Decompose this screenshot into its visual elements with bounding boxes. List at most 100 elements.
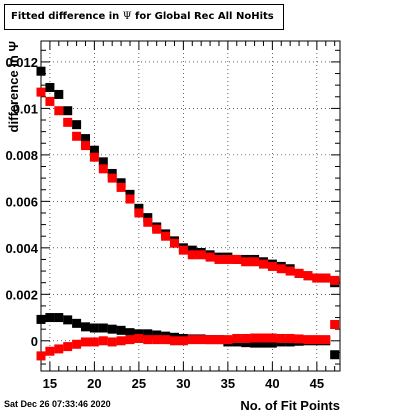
y-tick-label: 0.008 — [5, 148, 38, 163]
data-point-series-1 — [187, 245, 197, 255]
data-point-series-4 — [258, 333, 268, 343]
x-tick-label: 20 — [87, 376, 101, 391]
data-point-series-1 — [134, 203, 144, 213]
data-point-series-2 — [89, 152, 99, 162]
psi-symbol: Ψ — [122, 11, 132, 22]
data-point-series-2 — [196, 250, 206, 260]
y-tick-label: 0.006 — [5, 194, 38, 209]
data-point-series-2 — [223, 254, 233, 264]
data-point-series-3 — [125, 328, 135, 338]
data-point-series-3 — [36, 314, 46, 324]
data-point-series-3 — [45, 313, 55, 323]
data-point-series-2 — [63, 117, 73, 127]
data-point-series-4 — [54, 344, 64, 354]
data-point-series-2 — [143, 217, 153, 227]
data-point-series-1 — [36, 66, 46, 76]
data-point-series-4 — [63, 342, 73, 352]
data-point-series-4 — [187, 335, 197, 345]
data-point-series-2 — [276, 264, 286, 274]
y-tick-label: 0.01 — [13, 101, 38, 116]
data-point-series-2 — [107, 173, 117, 183]
y-tick-label: 0 — [31, 334, 38, 349]
data-point-series-1 — [89, 145, 99, 155]
x-tick-label: 40 — [265, 376, 279, 391]
data-point-series-2 — [214, 254, 224, 264]
data-point-series-4 — [267, 333, 277, 343]
axis-ticks — [40, 41, 340, 371]
data-point-series-2 — [169, 238, 179, 248]
data-point-series-4 — [161, 335, 171, 345]
data-point-series-2 — [134, 208, 144, 218]
data-point-series-3 — [134, 329, 144, 339]
data-point-series-4 — [321, 335, 331, 345]
data-point-series-2 — [241, 257, 251, 267]
data-point-series-3 — [116, 325, 126, 335]
data-point-series-2 — [330, 275, 340, 285]
data-point-series-3 — [267, 338, 277, 348]
data-point-series-2 — [312, 273, 322, 283]
data-point-series-3 — [80, 322, 90, 332]
data-point-series-1 — [125, 189, 135, 199]
data-point-series-3 — [330, 350, 340, 360]
data-point-series-4 — [125, 335, 135, 345]
data-point-series-2 — [116, 182, 126, 192]
data-point-series-2 — [152, 224, 162, 234]
data-point-series-3 — [107, 324, 117, 334]
data-point-series-4 — [116, 336, 126, 346]
data-point-series-4 — [214, 335, 224, 345]
data-point-series-2 — [321, 273, 331, 283]
data-point-series-2 — [54, 106, 64, 116]
data-point-series-2 — [232, 254, 242, 264]
data-point-series-3 — [152, 330, 162, 340]
data-point-series-4 — [152, 335, 162, 345]
data-point-series-4 — [72, 339, 82, 349]
data-point-series-4 — [80, 337, 90, 347]
data-point-series-2 — [267, 261, 277, 271]
data-point-series-2 — [258, 259, 268, 269]
data-point-series-1 — [116, 178, 126, 188]
chart-title: Fitted difference in Ψ for Global Rec Al… — [4, 4, 284, 30]
data-point-series-4 — [196, 335, 206, 345]
data-point-series-4 — [294, 334, 304, 344]
data-point-series-1 — [107, 168, 117, 178]
data-point-series-4 — [285, 333, 295, 343]
data-point-series-4 — [98, 336, 108, 346]
data-point-series-4 — [303, 335, 313, 345]
data-point-series-2 — [187, 250, 197, 260]
data-point-series-4 — [223, 335, 233, 345]
data-point-series-3 — [54, 313, 64, 323]
data-point-series-1 — [54, 89, 64, 99]
data-point-series-4 — [312, 335, 322, 345]
data-point-series-4 — [143, 335, 153, 345]
data-point-series-2 — [294, 268, 304, 278]
x-tick-label: 15 — [43, 376, 57, 391]
x-tick-label: 45 — [310, 376, 324, 391]
data-point-series-2 — [125, 194, 135, 204]
y-tick-label: 0.012 — [5, 55, 38, 70]
x-tick-label: 35 — [221, 376, 235, 391]
data-point-series-1 — [63, 106, 73, 116]
data-point-series-4 — [134, 333, 144, 343]
data-point-series-2 — [250, 257, 260, 267]
timestamp: Sat Dec 26 07:33:46 2020 — [4, 399, 111, 409]
data-point-series-2 — [178, 245, 188, 255]
y-axis-label: difference in Ψ — [6, 41, 21, 132]
data-point-series-4 — [89, 337, 99, 347]
data-point-series-4 — [107, 337, 117, 347]
data-point-series-2 — [205, 252, 215, 262]
x-tick-label: 30 — [176, 376, 190, 391]
data-point-series-4 — [169, 336, 179, 346]
data-point-series-3 — [258, 338, 268, 348]
data-point-series-1 — [98, 157, 108, 167]
data-point-series-2 — [285, 266, 295, 276]
y-tick-label: 0.002 — [5, 287, 38, 302]
tick-labels: 15 20 25 30 35 40 45 0 0.002 0.004 0.006 0.008 0.01 0… — [5, 55, 324, 391]
data-point-series-3 — [250, 338, 260, 348]
title-prefix: Fitted difference in — [11, 11, 120, 22]
title-suffix: for Global Rec All NoHits — [135, 11, 274, 22]
data-point-series-4 — [178, 336, 188, 346]
data-point-series-2 — [98, 164, 108, 174]
data-point-series-2 — [80, 141, 90, 151]
data-point-series-4 — [36, 351, 46, 361]
